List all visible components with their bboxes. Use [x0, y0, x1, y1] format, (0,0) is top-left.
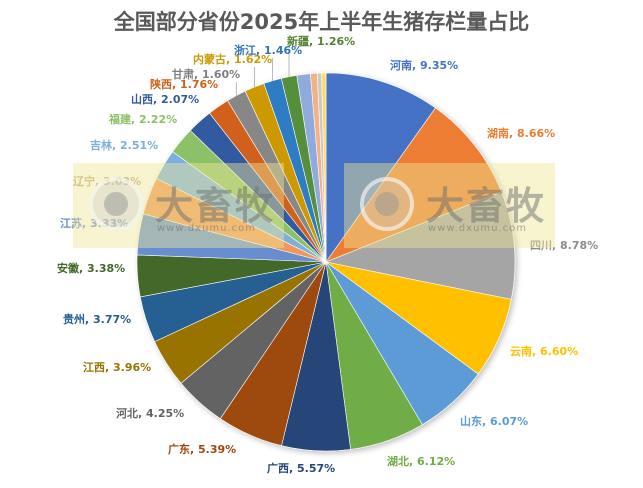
leader-lines	[235, 49, 290, 96]
watermark-eye-icon	[360, 177, 414, 231]
watermark-right: 大畜牧 www.dxumu.com	[344, 163, 555, 248]
pie-slice-四川	[324, 191, 516, 300]
data-label: 浙江, 1.46%	[234, 44, 303, 57]
data-label: 新疆, 1.26%	[287, 35, 356, 48]
data-label: 内蒙古, 1.62%	[193, 53, 273, 66]
chart-title: 全国部分省份2025年上半年生猪存栏量占比	[113, 10, 530, 34]
watermark-url: www.dxumu.com	[428, 223, 528, 234]
data-label: 河南, 9.35%	[390, 59, 459, 72]
data-label: 广东, 5.39%	[168, 443, 237, 456]
watermark-url: www.dxumu.com	[157, 223, 257, 234]
data-label: 湖北, 6.12%	[387, 455, 456, 468]
data-label: 安徽, 3.38%	[57, 262, 126, 275]
data-label: 广西, 5.57%	[267, 462, 336, 475]
data-label: 陕西, 1.76%	[150, 78, 219, 91]
watermark-left: 大畜牧 www.dxumu.com	[73, 163, 284, 248]
data-label: 吉林, 2.51%	[90, 139, 159, 152]
data-label: 福建, 2.22%	[109, 113, 178, 126]
pie-slice	[321, 72, 327, 263]
data-label: 山西, 2.07%	[131, 93, 200, 106]
watermark-eye-icon	[89, 177, 143, 231]
data-label: 四川, 8.78%	[530, 239, 599, 252]
data-label: 湖南, 8.66%	[487, 127, 556, 140]
data-label: 甘肃, 1.60%	[172, 68, 241, 81]
data-label: 云南, 6.60%	[510, 345, 579, 358]
pie-slice-河南	[325, 72, 436, 263]
data-label: 河北, 4.25%	[116, 407, 185, 420]
data-label: 江西, 3.96%	[83, 361, 152, 374]
data-label: 山东, 6.07%	[460, 415, 529, 428]
watermark-brand: 大畜牧	[426, 184, 547, 228]
pie-slices	[136, 72, 516, 452]
watermark-brand: 大畜牧	[155, 184, 276, 228]
data-label: 贵州, 3.77%	[63, 313, 132, 326]
